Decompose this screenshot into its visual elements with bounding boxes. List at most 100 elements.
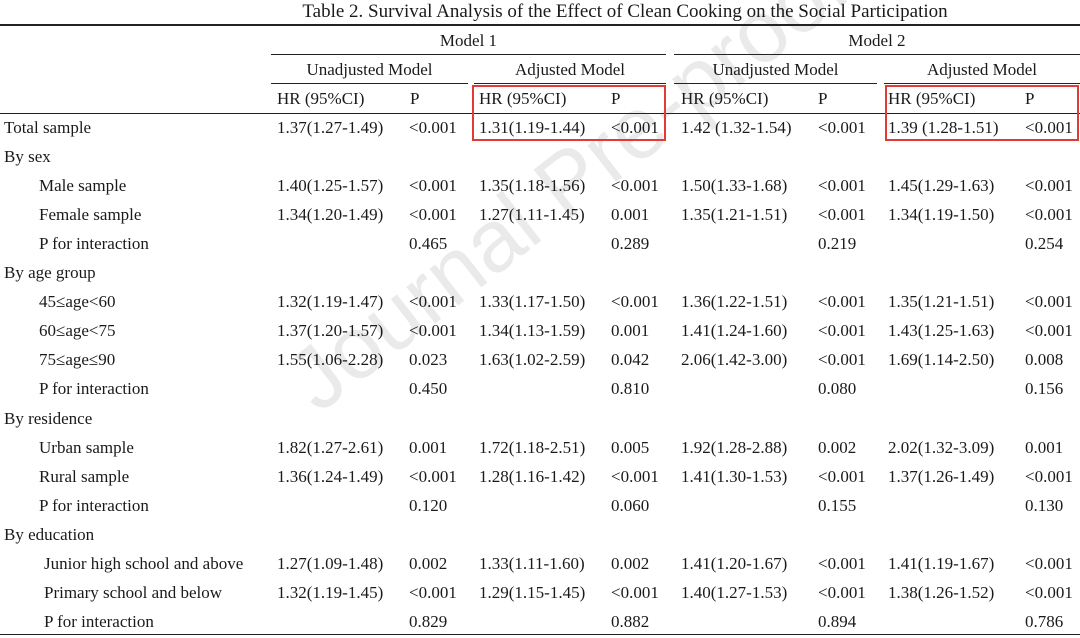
p-value-cell: <0.001	[1025, 321, 1073, 340]
p-value-cell: <0.001	[611, 118, 659, 137]
hr-cell: 1.27(1.11-1.45)	[479, 205, 585, 224]
hr-cell: 1.41(1.24-1.60)	[681, 321, 788, 340]
row-label: Junior high school and above	[44, 554, 244, 573]
p-value-cell: 0.882	[611, 612, 650, 631]
hr-cell: 1.40(1.25-1.57)	[277, 176, 384, 195]
hr-cell: 1.45(1.29-1.63)	[888, 176, 995, 195]
model-1-header: Model 1	[439, 31, 498, 50]
p-value-cell: 0.810	[611, 379, 650, 398]
row-label: P for interaction	[39, 379, 149, 398]
p-value-cell: <0.001	[611, 583, 659, 602]
p-value-cell: <0.001	[409, 205, 457, 224]
p-value-cell: 0.001	[611, 321, 650, 340]
subheader-m2-adjusted: Adjusted Model	[926, 60, 1038, 79]
p-value-cell: 0.080	[818, 379, 857, 398]
bottom-rule	[0, 634, 1080, 635]
highlight-box-model-1-adjusted	[472, 85, 666, 141]
row-label: By residence	[4, 409, 93, 428]
p-value-cell: 0.023	[409, 350, 448, 369]
p-value-cell: 0.002	[818, 438, 857, 457]
hr-cell: 1.35(1.21-1.51)	[888, 292, 995, 311]
p-value-cell: 0.450	[409, 379, 448, 398]
hr-cell: 1.37(1.27-1.49)	[277, 118, 384, 137]
p-value-cell: <0.001	[409, 118, 457, 137]
header-rule	[0, 113, 1080, 114]
hr-cell: 1.50(1.33-1.68)	[681, 176, 788, 195]
p-value-cell: <0.001	[611, 467, 659, 486]
p-value-cell: <0.001	[818, 205, 866, 224]
p-value-cell: <0.001	[818, 321, 866, 340]
hr-cell: 1.41(1.20-1.67)	[681, 554, 788, 573]
subheader-rule-4	[884, 83, 1080, 84]
p-value-cell: <0.001	[818, 467, 866, 486]
subheader-m1-adjusted: Adjusted Model	[514, 60, 626, 79]
hr-cell: 1.34(1.19-1.50)	[888, 205, 995, 224]
hr-cell: 1.34(1.20-1.49)	[277, 205, 384, 224]
hr-cell: 1.32(1.19-1.47)	[277, 292, 384, 311]
p-value-cell: <0.001	[1025, 583, 1073, 602]
hr-cell: 1.72(1.18-2.51)	[479, 438, 586, 457]
p-value-cell: <0.001	[611, 176, 659, 195]
hr-cell: 1.35(1.18-1.56)	[479, 176, 586, 195]
hr-cell: 1.29(1.15-1.45)	[479, 583, 586, 602]
hr-cell: 1.33(1.17-1.50)	[479, 292, 586, 311]
col-label-hr: HR (95%CI)	[479, 89, 567, 108]
p-value-cell: 0.786	[1025, 612, 1064, 631]
hr-cell: 1.42 (1.32-1.54)	[681, 118, 792, 137]
hr-cell: 1.82(1.27-2.61)	[277, 438, 384, 457]
hr-cell: 1.27(1.09-1.48)	[277, 554, 384, 573]
p-value-cell: 0.219	[818, 234, 857, 253]
row-label: 75≤age≤90	[39, 350, 116, 369]
p-value-cell: 0.130	[1025, 496, 1064, 515]
row-label: Total sample	[4, 118, 92, 137]
row-label: Male sample	[39, 176, 127, 195]
p-value-cell: 0.155	[818, 496, 857, 515]
hr-cell: 1.41(1.30-1.53)	[681, 467, 788, 486]
p-value-cell: 0.060	[611, 496, 650, 515]
table-title: Table 2. Survival Analysis of the Effect…	[302, 1, 948, 22]
p-value-cell: 0.001	[409, 438, 448, 457]
p-value-cell: <0.001	[818, 350, 866, 369]
hr-cell: 1.43(1.25-1.63)	[888, 321, 995, 340]
col-label-p: P	[410, 89, 420, 108]
hr-cell: 1.41(1.19-1.67)	[888, 554, 995, 573]
hr-cell: 1.31(1.19-1.44)	[479, 118, 586, 137]
p-value-cell: <0.001	[818, 176, 866, 195]
hr-cell: 1.40(1.27-1.53)	[681, 583, 788, 602]
top-rule	[0, 24, 1080, 26]
col-label-p: P	[611, 89, 621, 108]
hr-cell: 1.28(1.16-1.42)	[479, 467, 586, 486]
col-label-p: P	[818, 89, 828, 108]
p-value-cell: 0.156	[1025, 379, 1064, 398]
p-value-cell: 0.289	[611, 234, 650, 253]
row-label: Urban sample	[39, 438, 134, 457]
subheader-m1-unadjusted: Unadjusted Model	[306, 60, 433, 79]
p-value-cell: 0.829	[409, 612, 448, 631]
p-value-cell: <0.001	[1025, 176, 1073, 195]
p-value-cell: 0.042	[611, 350, 650, 369]
p-value-cell: 0.001	[611, 205, 650, 224]
hr-cell: 1.33(1.11-1.60)	[479, 554, 585, 573]
hr-cell: 2.02(1.32-3.09)	[888, 438, 995, 457]
row-label: Rural sample	[39, 467, 130, 486]
col-label-p: P	[1025, 89, 1035, 108]
p-value-cell: <0.001	[409, 176, 457, 195]
row-label: 60≤age<75	[39, 321, 116, 340]
p-value-cell: <0.001	[1025, 205, 1073, 224]
hr-cell: 1.92(1.28-2.88)	[681, 438, 788, 457]
model-1-rule	[271, 54, 666, 55]
row-label: P for interaction	[44, 612, 154, 631]
p-value-cell: <0.001	[818, 118, 866, 137]
p-value-cell: <0.001	[1025, 292, 1073, 311]
hr-cell: 1.35(1.21-1.51)	[681, 205, 788, 224]
hr-cell: 1.37(1.20-1.57)	[277, 321, 384, 340]
model-2-header: Model 2	[848, 31, 906, 50]
subheader-rule-3	[674, 83, 877, 84]
hr-cell: 1.55(1.06-2.28)	[277, 350, 384, 369]
row-label: 45≤age<60	[39, 292, 116, 311]
p-value-cell: 0.254	[1025, 234, 1064, 253]
subheader-rule-2	[474, 83, 666, 84]
col-label-hr: HR (95%CI)	[277, 89, 365, 108]
row-label: P for interaction	[39, 234, 149, 253]
p-value-cell: <0.001	[409, 292, 457, 311]
